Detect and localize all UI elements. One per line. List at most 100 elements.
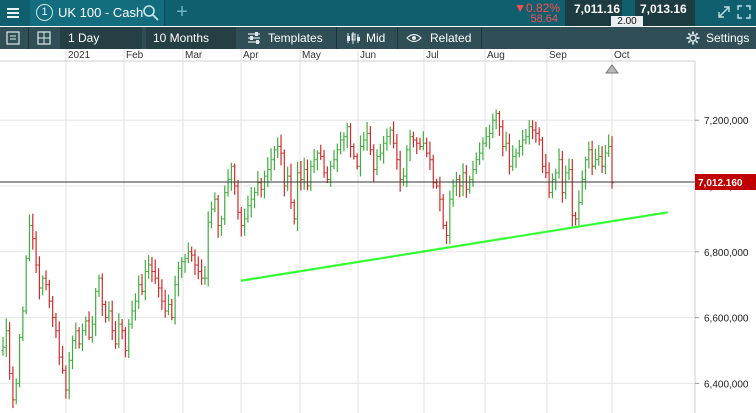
ohlc-bar [504, 131, 508, 152]
settings-gear-icon [686, 31, 700, 45]
ohlc-bar [206, 211, 210, 287]
ohlc-bar [170, 298, 174, 321]
templates-icon [248, 32, 260, 44]
add-tab-icon[interactable]: + [176, 1, 188, 23]
ohlc-bar [193, 249, 197, 276]
ohlc-bar [478, 142, 482, 165]
ohlc-bar [213, 192, 217, 213]
ohlc-bar [421, 131, 425, 151]
ohlc-bar [580, 170, 584, 206]
ohlc-bar [14, 378, 18, 405]
ohlc-bar [166, 294, 171, 316]
ohlc-bar [415, 137, 419, 155]
menu-icon[interactable] [0, 0, 26, 26]
ohlc-bar [365, 121, 369, 151]
ohlc-bar [530, 120, 535, 140]
layout-grid-icon[interactable] [37, 31, 51, 45]
change-points: 58.64 [530, 13, 558, 25]
ohlc-bar [282, 149, 286, 197]
ohlc-bar [501, 119, 505, 157]
panel-list-icon[interactable] [6, 31, 20, 45]
ohlc-bar [252, 187, 257, 209]
ohlc-bar [17, 334, 22, 388]
ohlc-bar [137, 275, 141, 309]
ohlc-bar [130, 300, 134, 329]
ohlc-bar [342, 132, 346, 152]
x-tick-label: Sep [549, 50, 567, 61]
x-tick-label: Apr [243, 50, 259, 61]
ohlc-bar [31, 213, 35, 250]
latest-bar-marker-icon [605, 64, 619, 74]
current-price-label: 7,012.160 [698, 178, 743, 189]
ohlc-bar [24, 255, 28, 315]
search-icon[interactable] [142, 4, 160, 22]
ohlc-bar [385, 128, 389, 151]
ohlc-bar [256, 171, 260, 196]
ohlc-bar [431, 154, 435, 189]
ohlc-bar [246, 195, 250, 223]
ohlc-bar [474, 152, 478, 174]
ohlc-bar [279, 134, 283, 166]
range-selector[interactable] [146, 27, 236, 49]
interval-selector[interactable] [60, 27, 142, 49]
ohlc-bar [358, 135, 363, 177]
related-button[interactable]: Related [430, 31, 472, 45]
ohlc-bar [398, 150, 402, 192]
ohlc-bar [491, 113, 495, 139]
ohlc-bar [458, 174, 462, 198]
ohlc-bar [8, 322, 12, 380]
ohlc-bar [120, 318, 124, 340]
ohlc-bar [199, 259, 204, 285]
ohlc-bar [44, 270, 48, 291]
ohlc-bar [378, 143, 382, 161]
ohlc-bar [160, 279, 164, 310]
ohlc-bar [408, 129, 412, 162]
ohlc-bar [507, 133, 511, 175]
sell-price: 7,011.16 [574, 2, 621, 16]
templates-button[interactable]: Templates [268, 31, 323, 45]
ohlc-bar [100, 273, 104, 316]
price-chart[interactable]: 2021 Feb Mar Apr May Jun Jul Aug Sep Oct 7,200,00… [0, 49, 756, 413]
x-tick-label: Aug [487, 50, 505, 61]
ohlc-bar [97, 274, 101, 297]
price-type-button[interactable]: Mid [366, 31, 386, 45]
ohlc-bar [600, 146, 604, 174]
ohlc-bar [487, 124, 492, 150]
ohlc-bar [47, 279, 51, 309]
ohlc-bar [464, 165, 468, 198]
ohlc-bar [4, 318, 8, 357]
ohlc-bar [481, 137, 485, 161]
expand-icon[interactable] [716, 4, 732, 20]
ohlc-bar [338, 131, 343, 155]
trendline [240, 211, 668, 282]
fullscreen-icon[interactable] [736, 4, 752, 20]
instrument-tab[interactable]: 1 UK 100 - Cash [30, 0, 165, 26]
buy-button[interactable]: 7,013.16 [635, 0, 695, 26]
ohlc-bar [454, 171, 459, 197]
ohlc-bar [272, 146, 277, 171]
ohlc-bar [262, 170, 267, 199]
ohlc-bar [57, 321, 61, 366]
ohlc-bar [418, 137, 422, 150]
ohlc-bar [302, 157, 306, 190]
ohlc-bar [325, 166, 329, 184]
settings-button[interactable]: Settings [706, 31, 750, 45]
ohlc-bar [259, 177, 263, 198]
ohlc-bar [425, 137, 429, 158]
related-eye-icon [406, 33, 422, 43]
y-axis: 7,200,0007,000,0006,800,0006,600,0006,40… [694, 61, 756, 413]
chart-grid [0, 49, 695, 413]
ohlc-bar [74, 322, 78, 349]
ohlc-bar [368, 126, 372, 156]
ohlc-bar [176, 261, 181, 297]
ohlc-bar [329, 161, 333, 187]
ohlc-bar [468, 175, 472, 194]
x-axis-labels: 2021 Feb Mar Apr May Jun Jul Aug Sep Oct [68, 50, 630, 61]
interval-label: 1 Day [68, 31, 100, 45]
ohlc-bar [312, 148, 316, 173]
buy-price: 7,013.16 [640, 2, 687, 16]
ohlc-bar [382, 135, 386, 164]
ohlc-bar [391, 121, 396, 149]
ohlc-bar [434, 178, 439, 189]
ohlc-bar [573, 211, 578, 226]
